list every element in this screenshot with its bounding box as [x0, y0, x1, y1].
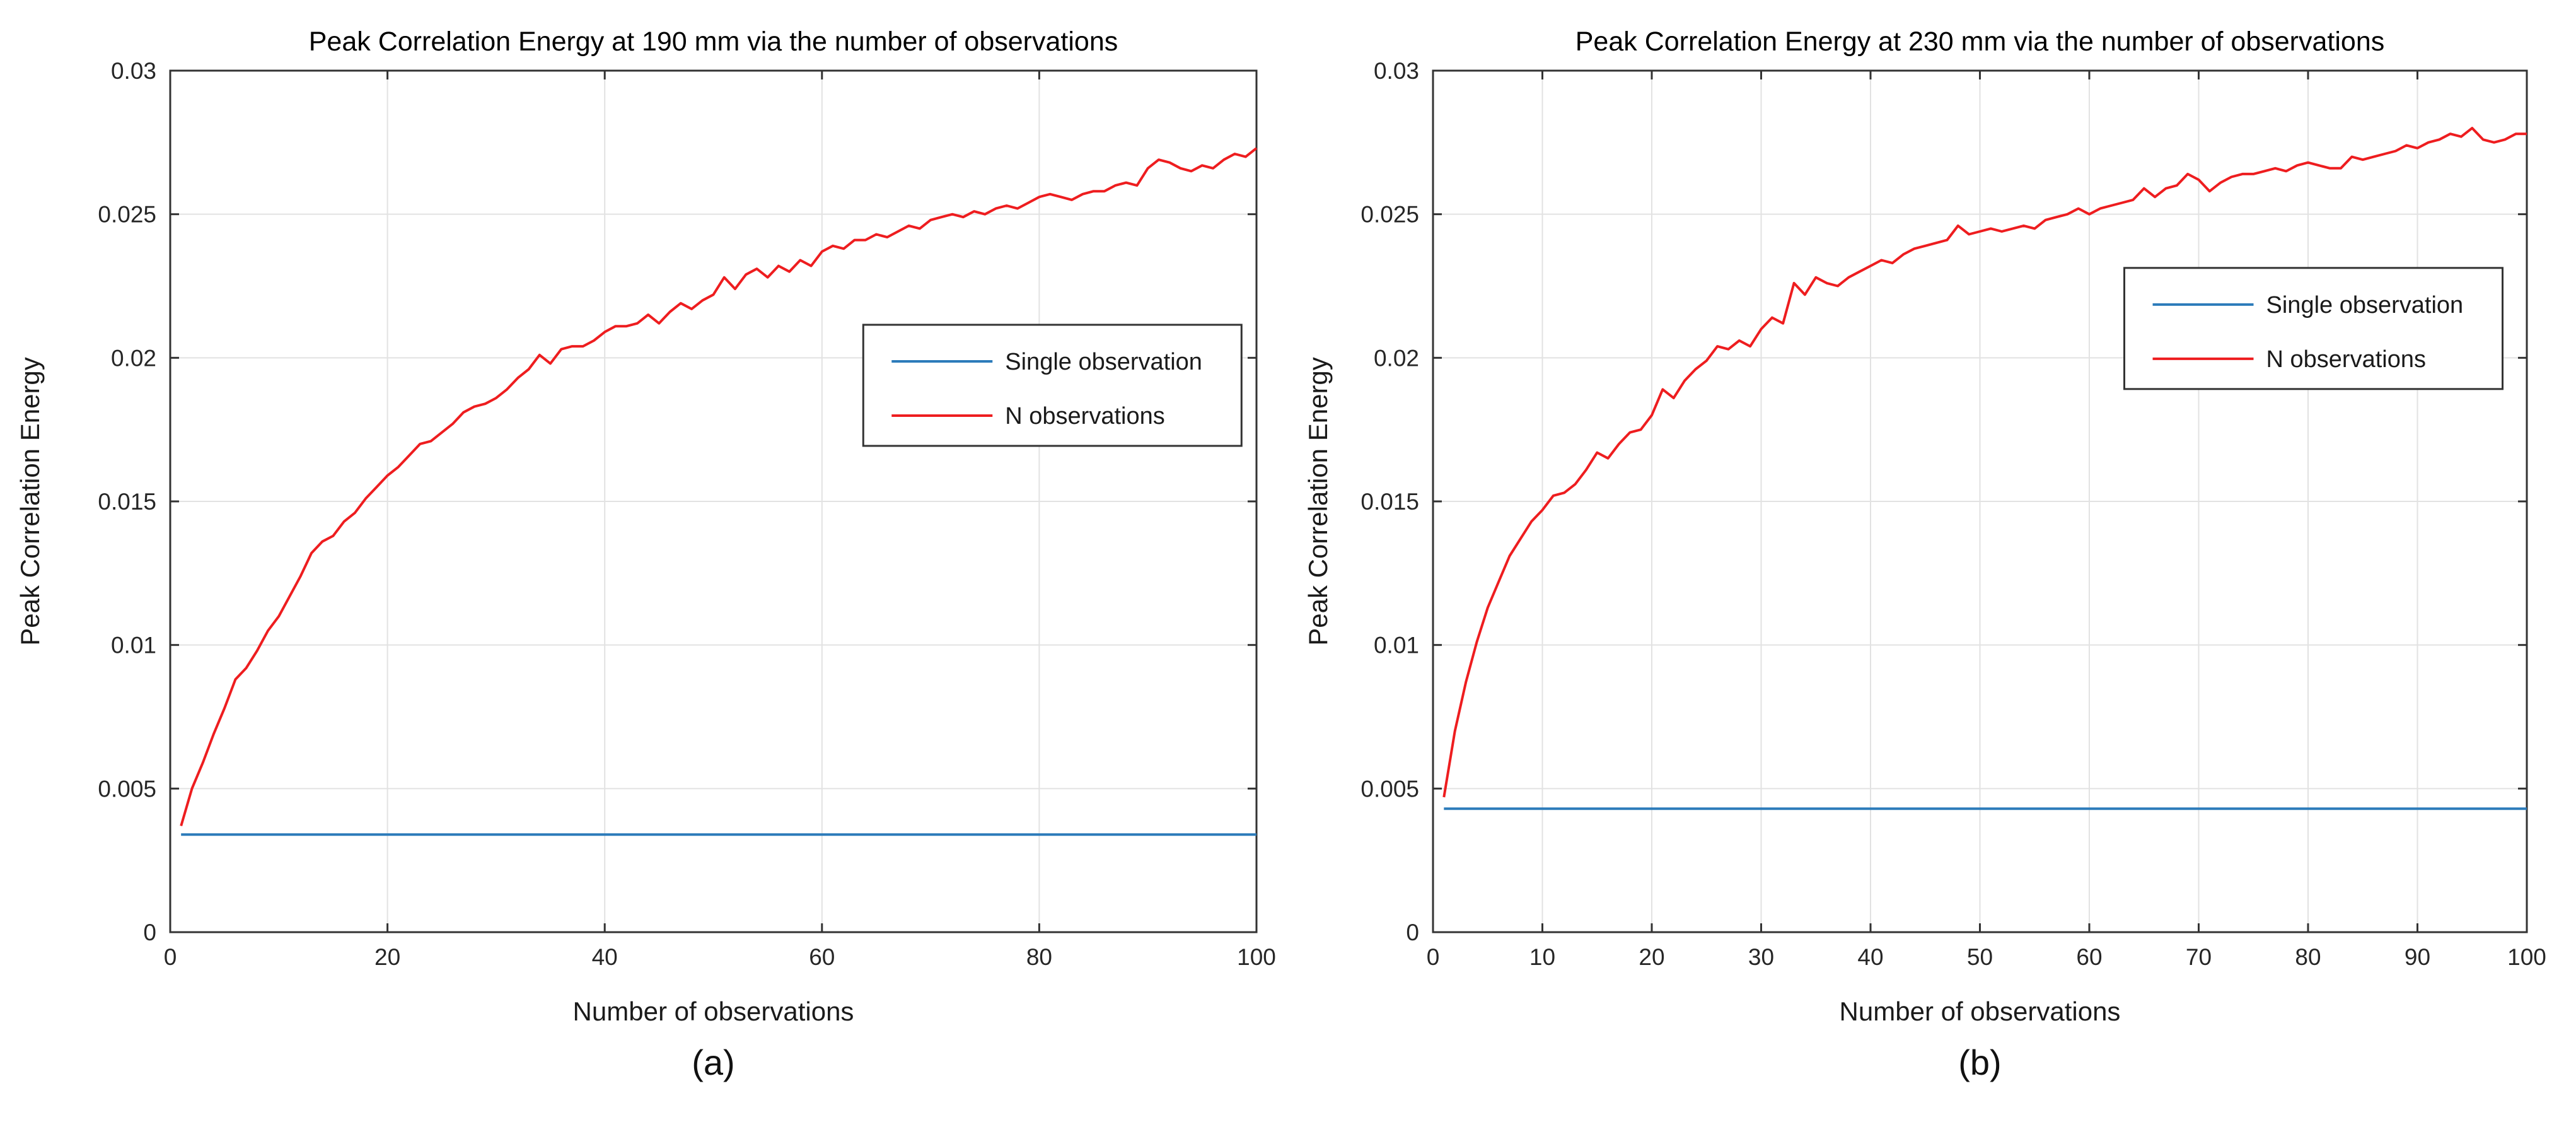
- x-tick-label: 0: [1427, 944, 1440, 970]
- caption-a: (a): [692, 1043, 735, 1082]
- x-tick-label: 10: [1529, 944, 1555, 970]
- x-axis-label: Number of observations: [573, 996, 854, 1026]
- caption-b: (b): [1958, 1043, 2002, 1082]
- y-tick-label: 0.01: [111, 633, 156, 658]
- y-tick-label: 0.025: [1361, 202, 1419, 228]
- y-tick-label: 0.03: [1374, 58, 1419, 84]
- legend-label-n-observations: N observations: [1005, 403, 1164, 430]
- legend-box: [2123, 267, 2504, 390]
- legend-label-n-observations: N observations: [2266, 346, 2426, 373]
- x-tick-label: 20: [374, 944, 400, 970]
- x-axis-label: Number of observations: [1840, 996, 2121, 1026]
- x-tick-label: 30: [1748, 944, 1774, 970]
- y-tick-label: 0.01: [1374, 633, 1419, 658]
- y-tick-label: 0.03: [111, 58, 156, 84]
- y-tick-label: 0: [143, 920, 156, 945]
- x-tick-label: 100: [2507, 944, 2546, 970]
- series-line-n-observations: [180, 147, 1258, 827]
- chart-title: Peak Correlation Energy at 230 mm via th…: [1575, 26, 2385, 57]
- x-tick-label: 80: [1026, 944, 1052, 970]
- x-tick-label: 60: [809, 944, 835, 970]
- chart-b-svg: 0 10 20 30 40 50 60 70 80 90 100 0 0.005 0.01 0.015 0.0…: [1303, 26, 2546, 1026]
- y-tick-label: 0: [1406, 920, 1419, 945]
- y-tick-label: 0.005: [1361, 776, 1419, 802]
- x-tick-label: 40: [592, 944, 618, 970]
- x-tick-label: 90: [2405, 944, 2430, 970]
- y-tick-label: 0.02: [111, 345, 156, 371]
- y-tick-label: 0.005: [98, 776, 156, 802]
- chart-a-svg: 0 20 40 60 80 100 0 0.005 0.01 0.015 0.02 0.025 0.03…: [15, 26, 1276, 1026]
- y-tick-label: 0.02: [1374, 345, 1419, 371]
- x-tick-label: 100: [1237, 944, 1276, 970]
- x-tick-label: 80: [2295, 944, 2321, 970]
- legend-label-single-observation: Single observation: [1005, 349, 1202, 375]
- x-tick-label: 60: [2076, 944, 2102, 970]
- x-tick-label: 70: [2186, 944, 2212, 970]
- legend-label-single-observation: Single observation: [2266, 292, 2464, 318]
- series-line-n-observations: [1442, 127, 2527, 798]
- chart-title: Peak Correlation Energy at 190 mm via th…: [309, 26, 1118, 57]
- legend-box: [862, 324, 1243, 447]
- x-tick-label: 20: [1639, 944, 1664, 970]
- y-tick-label: 0.015: [98, 489, 156, 515]
- x-tick-label: 50: [1967, 944, 1993, 970]
- panel-a: 0 20 40 60 80 100 0 0.005 0.01 0.015 0.02 0.025 0.03…: [15, 26, 1276, 1082]
- y-axis-label: Peak Correlation Energy: [1303, 357, 1333, 646]
- x-tick-label: 40: [1857, 944, 1883, 970]
- panel-b: 0 10 20 30 40 50 60 70 80 90 100 0 0.005 0.01 0.015 0.0…: [1288, 0, 2576, 1122]
- y-tick-label: 0.025: [98, 202, 156, 228]
- x-tick-label: 0: [164, 944, 177, 970]
- y-axis-label: Peak Correlation Energy: [15, 357, 45, 646]
- y-tick-label: 0.015: [1361, 489, 1419, 515]
